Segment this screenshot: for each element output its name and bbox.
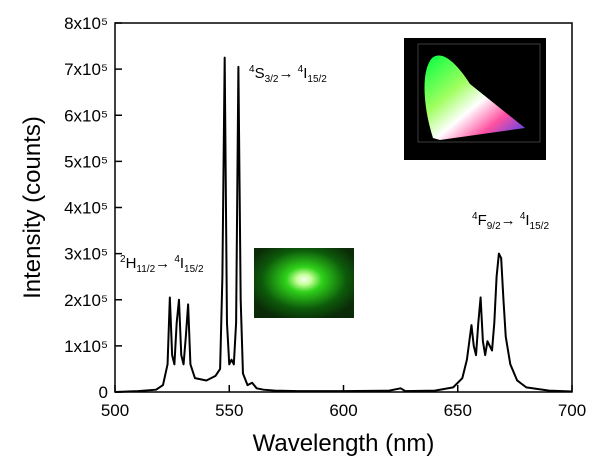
label-part: 15/2 bbox=[530, 221, 550, 232]
y-tick-label: 6x10⁵ bbox=[64, 106, 108, 125]
label-part: 15/2 bbox=[184, 264, 204, 275]
label-part: 4 bbox=[520, 211, 526, 222]
y-tick-label: 8x10⁵ bbox=[64, 14, 108, 33]
y-tick-label: 1x10⁵ bbox=[64, 337, 108, 356]
x-tick-label: 550 bbox=[215, 401, 243, 420]
label-part: 15/2 bbox=[307, 74, 327, 85]
x-tick-label: 650 bbox=[444, 401, 472, 420]
spectrum-line bbox=[114, 56, 573, 393]
label-part: H bbox=[126, 255, 137, 272]
cie-frame bbox=[417, 43, 541, 143]
label-part: → bbox=[501, 212, 520, 229]
emission-photo bbox=[254, 248, 354, 318]
y-tick-label: 3x10⁵ bbox=[64, 245, 108, 264]
transition-label: 2H11/2→ 4I15/2 bbox=[120, 254, 204, 275]
x-tick-label: 600 bbox=[329, 401, 357, 420]
y-tick-label: 7x10⁵ bbox=[64, 60, 108, 79]
x-tick-label: 500 bbox=[101, 401, 129, 420]
insets bbox=[254, 38, 546, 318]
y-tick-label: 0 bbox=[99, 383, 108, 402]
label-part: 2 bbox=[120, 254, 126, 265]
y-axis-title: Intensity (counts) bbox=[19, 116, 46, 299]
label-part: 4 bbox=[472, 211, 478, 222]
x-axis-title: Wavelength (nm) bbox=[253, 430, 435, 457]
label-part: S bbox=[255, 65, 265, 82]
label-part: 3/2 bbox=[265, 74, 279, 85]
x-tick-label: 700 bbox=[558, 401, 586, 420]
cie-gamut bbox=[424, 55, 525, 140]
label-part: F bbox=[478, 212, 487, 229]
y-tick-label: 5x10⁵ bbox=[64, 152, 108, 171]
label-part: 4 bbox=[298, 64, 304, 75]
label-part: 11/2 bbox=[136, 264, 155, 275]
transition-label: 4S3/2→ 4I15/2 bbox=[249, 64, 327, 85]
label-part: I bbox=[180, 255, 184, 272]
label-part: 9/2 bbox=[487, 221, 501, 232]
label-part: 4 bbox=[174, 254, 180, 265]
label-part: → bbox=[278, 65, 297, 82]
transition-label: 4F9/2→ 4I15/2 bbox=[472, 211, 549, 232]
y-tick-label: 4x10⁵ bbox=[64, 199, 108, 218]
label-part: 4 bbox=[249, 64, 255, 75]
label-part: I bbox=[525, 212, 529, 229]
label-part: I bbox=[303, 65, 307, 82]
y-tick-label: 2x10⁵ bbox=[64, 291, 108, 310]
label-part: → bbox=[155, 255, 174, 272]
